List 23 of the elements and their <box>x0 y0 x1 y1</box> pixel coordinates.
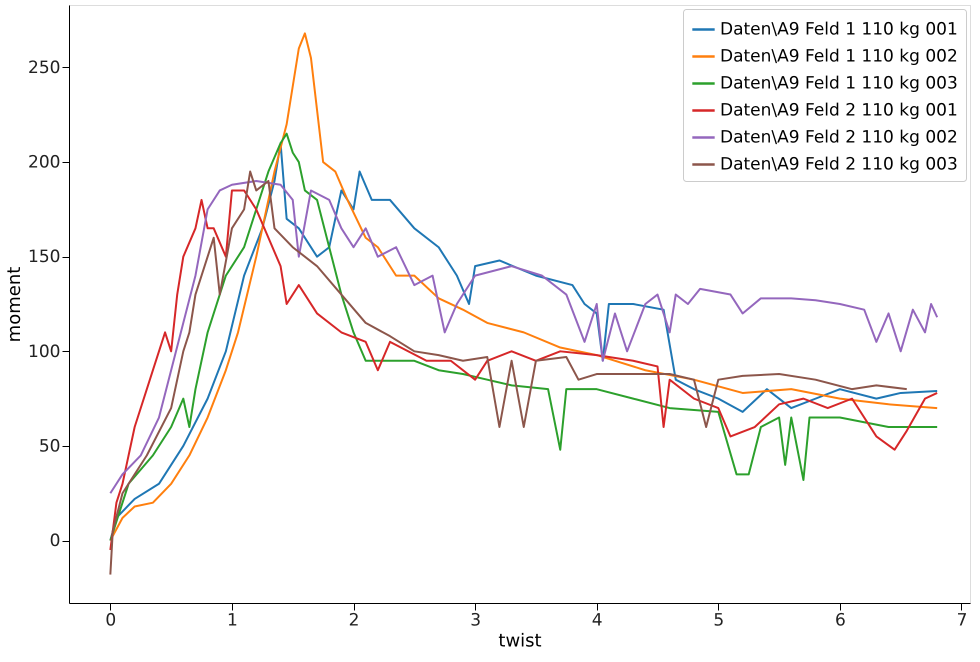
x-tick-label: 3 <box>470 610 482 630</box>
x-tick-label: 4 <box>592 610 603 630</box>
legend-label: Daten\A9 Feld 1 110 kg 002 <box>720 46 958 66</box>
x-tick-label: 7 <box>956 610 968 630</box>
legend-label: Daten\A9 Feld 2 110 kg 001 <box>720 100 958 120</box>
x-tick-label: 5 <box>713 610 724 630</box>
legend-label: Daten\A9 Feld 1 110 kg 003 <box>720 74 958 94</box>
y-tick-label: 200 <box>28 152 60 173</box>
y-tick-label: 250 <box>28 58 60 78</box>
x-tick-label: 2 <box>348 610 360 630</box>
y-tick-label: 150 <box>28 247 60 268</box>
legend-label: Daten\A9 Feld 2 110 kg 002 <box>720 128 958 148</box>
y-tick-label: 50 <box>38 436 60 456</box>
legend-label: Daten\A9 Feld 1 110 kg 001 <box>720 20 958 40</box>
legend-label: Daten\A9 Feld 2 110 kg 003 <box>720 154 958 174</box>
x-tick-label: 6 <box>834 610 846 630</box>
x-tick-label: 0 <box>105 610 116 630</box>
y-tick-label: 0 <box>50 531 60 552</box>
x-tick-label: 1 <box>227 610 238 630</box>
line-series <box>109 180 938 494</box>
y-tick-label: 100 <box>28 342 60 362</box>
x-axis-title: twist <box>498 630 542 652</box>
y-axis-title: moment <box>4 266 26 342</box>
